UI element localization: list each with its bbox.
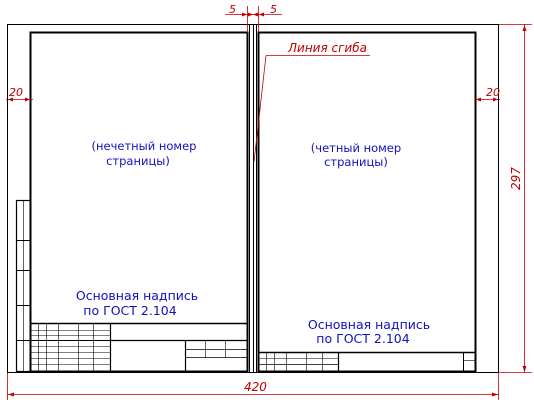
height-dimension	[499, 24, 532, 373]
left-title-block	[29, 322, 249, 373]
left-page-stamp-line1: Основная надпись	[76, 288, 198, 303]
dim-width: 420	[244, 380, 267, 394]
left-page-caption-line2: страницы)	[106, 154, 170, 168]
right-page-stamp-line1: Основная надпись	[308, 317, 430, 332]
right-page-caption-line2: страницы)	[324, 155, 388, 169]
left-page-caption-line1: (нечетный номер	[92, 139, 197, 153]
fold-line-label: Линия сгиба	[287, 41, 367, 55]
dim-margin-right: 20	[486, 86, 500, 99]
left-page-frame	[29, 31, 249, 373]
right-page-stamp-line2: по ГОСТ 2.104	[316, 331, 409, 346]
dim-fold-gap-right: 5	[270, 3, 277, 16]
left-page-stamp-line2: по ГОСТ 2.104	[83, 303, 176, 318]
width-dimension	[7, 373, 499, 400]
right-margin-dimension	[475, 97, 500, 102]
right-title-block	[257, 351, 477, 373]
dim-fold-gap-left: 5	[229, 3, 236, 16]
left-binding-strip	[15, 199, 32, 373]
left-margin-dimension	[6, 97, 33, 102]
dim-margin-left: 20	[9, 86, 23, 99]
fold-line-leader	[253, 55, 370, 163]
right-page-caption-line1: (четный номер	[311, 141, 401, 155]
fold-gap-dimension	[225, 6, 282, 33]
dim-height: 297	[509, 167, 523, 190]
